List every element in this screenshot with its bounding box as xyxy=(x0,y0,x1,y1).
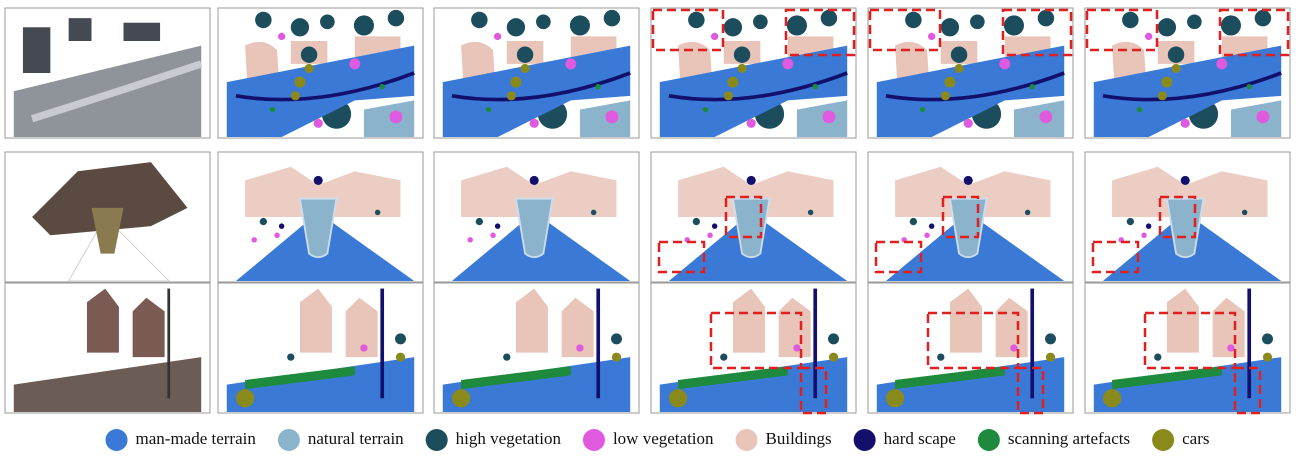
legend-swatch xyxy=(1152,429,1174,451)
legend-label: scanning artefacts xyxy=(1008,429,1130,448)
legend-label: cars xyxy=(1182,429,1209,448)
legend-swatch xyxy=(583,429,605,451)
legend-label: Buildings xyxy=(766,429,832,448)
legend-swatch xyxy=(854,429,876,451)
legend-swatch xyxy=(106,429,128,451)
legend-swatch xyxy=(426,429,448,451)
figure: man-made terrain natural terrain high vege… xyxy=(0,0,1315,455)
legend: man-made terrain natural terrain high vege… xyxy=(106,429,1210,451)
panel-grid xyxy=(5,8,1290,413)
legend-label: high vegetation xyxy=(456,429,562,448)
legend-label: hard scape xyxy=(884,429,956,448)
legend-label: natural terrain xyxy=(308,429,404,448)
legend-swatch xyxy=(278,429,300,451)
legend-swatch xyxy=(736,429,758,451)
legend-label: low vegetation xyxy=(613,429,714,448)
legend-swatch xyxy=(978,429,1000,451)
legend-label: man-made terrain xyxy=(136,429,257,448)
